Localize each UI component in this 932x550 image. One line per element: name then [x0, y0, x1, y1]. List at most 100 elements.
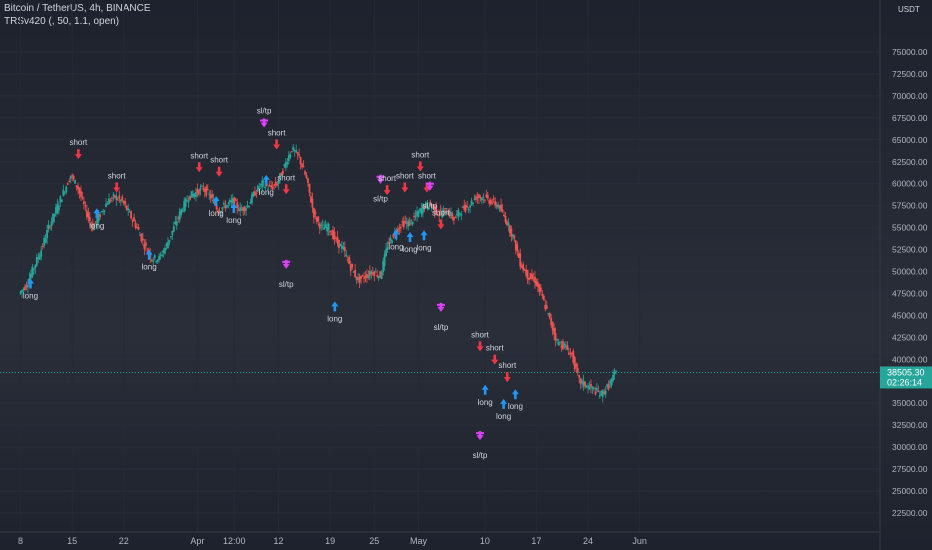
long-arrow-icon: [500, 398, 508, 409]
candle-body: [534, 276, 536, 283]
candle-body: [290, 151, 293, 153]
candle-body: [439, 210, 442, 212]
candle-body: [284, 161, 287, 168]
long-label: long: [89, 221, 104, 230]
candle-body: [112, 194, 115, 196]
candle-body: [187, 200, 190, 203]
candle-body: [141, 238, 144, 241]
candle-body: [478, 194, 480, 198]
candle-body: [125, 205, 128, 211]
signal-short: short: [498, 361, 517, 383]
candle-body: [279, 173, 281, 179]
candle-body: [404, 220, 407, 223]
candle-body: [367, 275, 370, 278]
candle-body: [22, 288, 25, 290]
candle-body: [578, 375, 581, 378]
candle-body: [516, 244, 519, 252]
candle-body: [489, 199, 492, 205]
candle-body: [576, 367, 579, 373]
signal-short: short: [69, 138, 88, 160]
candle-body: [153, 254, 156, 259]
time-tick-label: 24: [583, 536, 593, 546]
candle-body: [242, 207, 245, 211]
candle-body: [130, 211, 133, 219]
candle-body: [105, 203, 107, 207]
price-tick-label: 35000.00: [892, 398, 928, 408]
candle-body: [392, 234, 395, 238]
candle-body: [277, 180, 280, 184]
candle-body: [53, 214, 56, 217]
candle-body: [385, 248, 387, 256]
candle-body: [152, 260, 155, 262]
candle-body: [338, 239, 340, 249]
candle-body: [239, 207, 242, 212]
candle-body: [268, 185, 271, 187]
candle-body: [144, 242, 147, 246]
candle-body: [168, 239, 171, 243]
candle-body: [401, 221, 404, 223]
candle-body: [280, 172, 283, 176]
candle-body: [559, 342, 561, 344]
candle-body: [407, 220, 410, 227]
candle-body: [311, 198, 314, 208]
candle-body: [346, 259, 349, 261]
candle-body: [560, 345, 563, 348]
signals: longshortlongshortlongshortlongshortlong…: [23, 107, 523, 461]
short-arrow-icon: [503, 372, 511, 383]
candle-body: [514, 240, 517, 251]
candle-body: [75, 185, 78, 188]
candle-body: [212, 199, 215, 204]
candle-body: [93, 224, 96, 230]
sltp-label: sl/tp: [373, 195, 388, 204]
candle-body: [198, 190, 200, 195]
price-tick-label: 50000.00: [892, 267, 928, 277]
candle-body: [482, 196, 485, 199]
candle-body: [379, 271, 382, 278]
candle-body: [414, 215, 417, 217]
candle-body: [349, 264, 352, 271]
short-arrow-icon: [437, 219, 445, 230]
candle-body: [310, 196, 312, 203]
candle-body: [424, 202, 427, 208]
candle-body: [264, 186, 267, 189]
candle-body: [43, 238, 46, 246]
signal-short: short: [486, 344, 504, 365]
signal-long: long: [496, 398, 511, 421]
candle-body: [368, 270, 371, 276]
candle-body: [245, 208, 247, 211]
grid: [0, 51, 880, 514]
candle-body: [161, 255, 163, 257]
candle-body: [133, 217, 135, 222]
indicator-title[interactable]: TRSv420 (, 50, 1.1, open): [4, 16, 120, 27]
candle-body: [27, 284, 29, 288]
short-arrow-icon: [476, 341, 484, 352]
candle-body: [587, 385, 589, 388]
signal-sltp: sl/tp: [434, 302, 449, 332]
candle-body: [80, 191, 82, 197]
long-arrow-icon: [392, 229, 400, 240]
candle-body: [47, 224, 50, 229]
signal-short: short: [411, 150, 430, 172]
sltp-label: sl/tp: [434, 323, 449, 332]
candle-body: [296, 152, 299, 155]
candle-body: [600, 390, 603, 396]
candle-body: [389, 237, 392, 241]
signal-short: short: [190, 151, 209, 173]
time-tick-label: Jun: [632, 536, 647, 546]
candle-body: [607, 384, 610, 390]
long-arrow-icon: [26, 278, 34, 289]
candle-body: [506, 221, 508, 226]
price-tick-label: 45000.00: [892, 310, 928, 320]
candle-body: [60, 199, 63, 203]
candle-body: [218, 211, 221, 213]
candle-body: [90, 224, 93, 226]
candle-body: [526, 269, 529, 280]
candle-body: [84, 205, 87, 207]
candle-body: [196, 188, 199, 194]
candle-body: [429, 201, 432, 206]
long-label: long: [388, 242, 403, 251]
time-tick-label: 17: [531, 536, 541, 546]
candle-body: [416, 211, 418, 216]
